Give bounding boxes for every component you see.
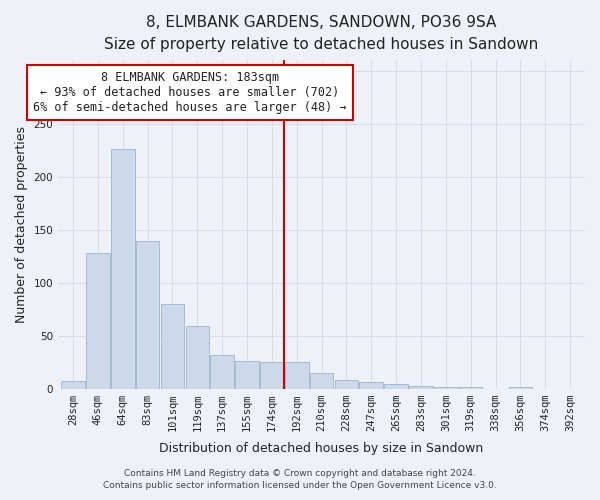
- Text: 8 ELMBANK GARDENS: 183sqm
← 93% of detached houses are smaller (702)
6% of semi-: 8 ELMBANK GARDENS: 183sqm ← 93% of detac…: [33, 71, 347, 114]
- Y-axis label: Number of detached properties: Number of detached properties: [15, 126, 28, 323]
- Text: Contains HM Land Registry data © Crown copyright and database right 2024.
Contai: Contains HM Land Registry data © Crown c…: [103, 468, 497, 490]
- Bar: [61, 381, 85, 388]
- Bar: [359, 382, 383, 388]
- Bar: [136, 242, 160, 388]
- X-axis label: Distribution of detached houses by size in Sandown: Distribution of detached houses by size …: [160, 442, 484, 455]
- Bar: [310, 372, 334, 388]
- Bar: [161, 304, 184, 388]
- Bar: [285, 362, 308, 388]
- Bar: [111, 149, 134, 388]
- Bar: [86, 253, 110, 388]
- Bar: [211, 354, 234, 388]
- Bar: [235, 361, 259, 388]
- Title: 8, ELMBANK GARDENS, SANDOWN, PO36 9SA
Size of property relative to detached hous: 8, ELMBANK GARDENS, SANDOWN, PO36 9SA Si…: [104, 15, 539, 52]
- Bar: [260, 362, 284, 388]
- Bar: [185, 326, 209, 388]
- Bar: [335, 380, 358, 388]
- Bar: [409, 386, 433, 388]
- Bar: [385, 384, 408, 388]
